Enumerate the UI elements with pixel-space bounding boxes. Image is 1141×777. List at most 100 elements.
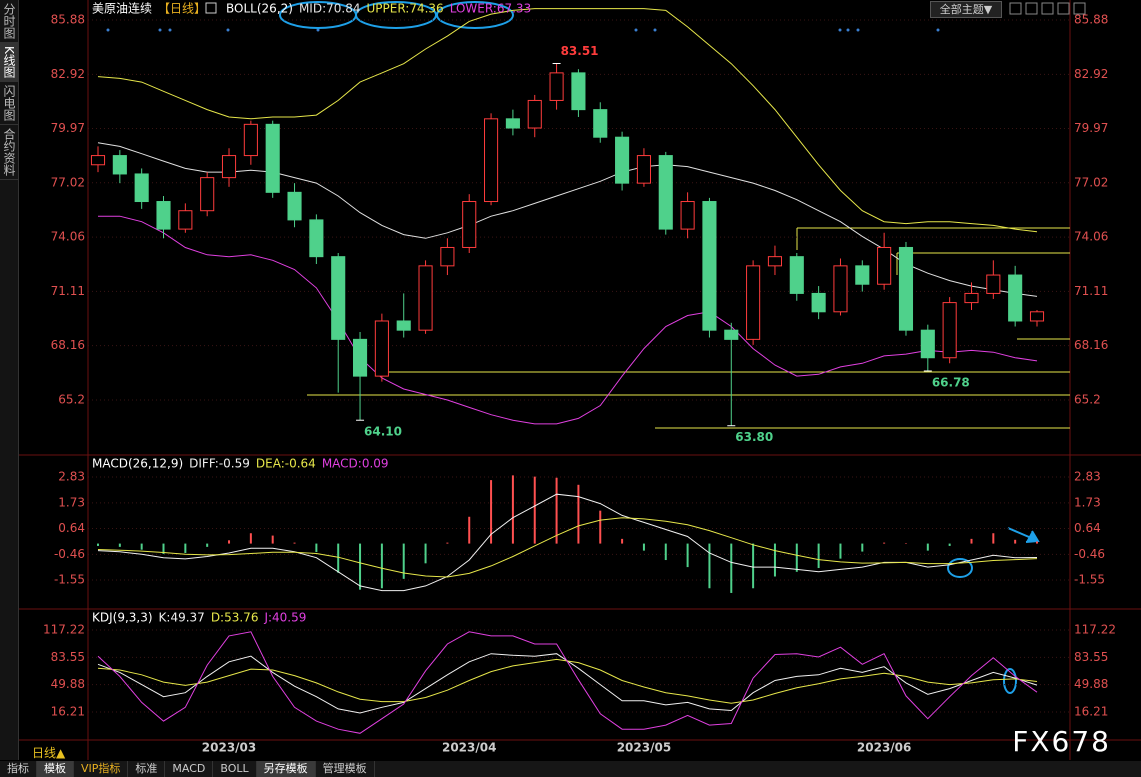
panel-title: 美原油连续 — [92, 1, 152, 16]
candle-body — [1029, 311, 1045, 322]
series-line — [97, 493, 1038, 592]
candle-body — [527, 99, 542, 129]
y-tick-label: 82.92 — [1074, 67, 1108, 81]
candle-body — [964, 292, 979, 304]
y-tick-label: 71.11 — [51, 284, 85, 298]
series-line — [97, 517, 1038, 578]
candle-body — [855, 265, 870, 285]
plot-area — [88, 629, 1070, 734]
candle-body — [724, 329, 739, 340]
y-tick-label: 68.16 — [1074, 338, 1108, 352]
tab[interactable]: MACD — [165, 761, 214, 777]
tab-bar: 指标 模板 VIP指标 标准 MACD BOLL 另存模板 管理模板 — [0, 761, 1141, 777]
candle-body — [920, 329, 935, 359]
y-tick-label: 2.83 — [1074, 470, 1101, 484]
tab[interactable]: 管理模板 — [316, 761, 375, 777]
y-tick-label: 82.92 — [51, 67, 85, 81]
tab[interactable]: 指标 — [0, 761, 37, 777]
x-tick-label: 2023/05 — [617, 741, 671, 755]
series-line — [98, 215, 1038, 425]
legend-item: MID:70.84 — [299, 2, 361, 16]
y-tick-label: 65.2 — [58, 393, 85, 407]
plot-area — [88, 8, 1070, 426]
candle-body — [287, 191, 302, 221]
candle-body — [200, 177, 215, 212]
highlights — [279, 1, 1040, 694]
y-tick-label: 79.97 — [1074, 121, 1108, 135]
y-tick-label: 117.22 — [43, 623, 85, 637]
side-tab[interactable]: 合约资料 — [0, 125, 18, 180]
plot-area — [88, 475, 1070, 593]
candle-body — [702, 201, 717, 331]
series-line — [97, 658, 1038, 704]
candle-body — [746, 265, 761, 340]
annotation: 64.10 — [364, 425, 402, 439]
candle-body — [505, 118, 520, 129]
candle-body — [265, 123, 280, 193]
watermark: FX678 — [1012, 725, 1111, 758]
indicator-label: BOLL(26,2) — [226, 2, 293, 16]
annotation: 66.78 — [932, 375, 970, 389]
y-tick-label: 85.88 — [51, 12, 85, 26]
side-tab[interactable]: 闪电图 — [0, 82, 18, 125]
y-tick-label: -1.55 — [1074, 573, 1105, 587]
y-tick-label: 83.55 — [1074, 650, 1108, 664]
tab[interactable]: VIP指标 — [74, 761, 129, 777]
candle-body — [811, 292, 826, 313]
y-tick-label: -0.46 — [54, 547, 85, 561]
y-tick-label: 71.11 — [1074, 284, 1108, 298]
tab[interactable]: 模板 — [37, 761, 74, 777]
x-tick-label: 2023/03 — [202, 741, 256, 755]
candle-body — [549, 72, 564, 101]
candle-body — [178, 210, 193, 230]
y-tick-label: 49.88 — [51, 677, 85, 691]
legend-item: DIFF:-0.59 — [189, 457, 250, 471]
tab[interactable]: 另存模板 — [256, 761, 316, 777]
y-tick-label: 16.21 — [1074, 704, 1108, 718]
legend-item: J:40.59 — [263, 611, 306, 625]
legend-item: UPPER:74.36 — [366, 2, 443, 16]
theme-select[interactable]: 全部主题▼ — [930, 1, 1002, 18]
candle-body — [112, 155, 127, 175]
tab[interactable]: BOLL — [213, 761, 257, 777]
legend-item: LOWER:67.33 — [450, 2, 532, 16]
blue-dots — [106, 28, 940, 32]
candle-body — [658, 155, 673, 230]
candle-body — [396, 320, 411, 331]
candle-body — [571, 72, 586, 111]
candle-body — [789, 256, 804, 294]
y-tick-label: 85.88 — [1074, 12, 1108, 26]
y-tick-label: 49.88 — [1074, 677, 1108, 691]
icon — [205, 2, 217, 14]
side-tab[interactable]: K线图 — [0, 43, 18, 82]
side-tab[interactable]: 分时图 — [0, 0, 18, 43]
annotation: 63.80 — [735, 430, 773, 444]
y-tick-label: 16.21 — [51, 704, 85, 718]
y-tick-label: 74.06 — [51, 230, 85, 244]
x-tick-label: 2023/04 — [442, 741, 496, 755]
legend-item: K:49.37 — [159, 611, 205, 625]
y-tick-label: 0.64 — [1074, 521, 1101, 535]
candle-body — [331, 256, 346, 340]
tab[interactable]: 标准 — [128, 761, 166, 777]
x-tick-label: 2023/06 — [857, 741, 911, 755]
panel-title: KDJ(9,3,3) — [92, 611, 153, 625]
y-tick-label: -0.46 — [1074, 547, 1105, 561]
candle-body — [440, 246, 455, 267]
candle-body — [898, 246, 914, 331]
candle-body — [352, 338, 368, 377]
y-tick-label: 65.2 — [1074, 393, 1101, 407]
candle-body — [680, 201, 695, 230]
period-tab[interactable]: 日线▲ — [32, 746, 66, 760]
period-label: 【日线】 — [158, 2, 206, 16]
y-tick-label: 0.64 — [58, 521, 85, 535]
y-tick-label: 74.06 — [1074, 230, 1108, 244]
y-tick-label: 117.22 — [1074, 623, 1116, 637]
candle-body — [243, 123, 258, 157]
y-tick-label: -1.55 — [54, 573, 85, 587]
candle-body — [767, 256, 783, 267]
candle-body — [986, 274, 1001, 294]
y-tick-label: 1.73 — [58, 495, 85, 509]
toolbar-icons — [1009, 2, 1086, 15]
